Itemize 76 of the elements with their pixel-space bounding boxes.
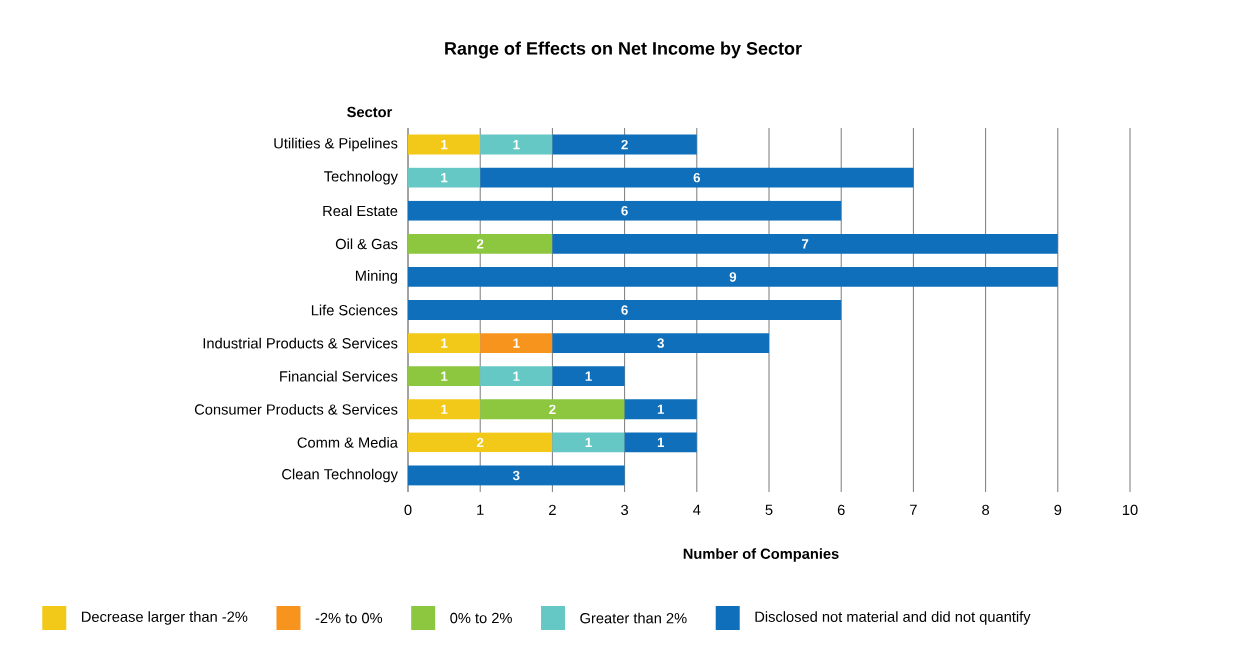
y-tick-label: Mining	[355, 270, 398, 284]
data-label: 1	[585, 371, 592, 381]
bar	[408, 432, 553, 453]
data-label: 6	[693, 172, 701, 183]
x-tick-label: 7	[910, 504, 917, 515]
y-tick-label: Utilities & Pipelines	[274, 137, 398, 152]
legend-label: Greater than 2%	[580, 612, 687, 624]
x-tick-label: 3	[621, 504, 629, 516]
bar	[552, 134, 697, 155]
data-label: 1	[585, 437, 592, 447]
x-tick-label: 8	[982, 504, 990, 516]
bar	[408, 399, 481, 420]
legend-label: Decrease larger than -2%	[82, 611, 248, 625]
x-tick-label: 1	[477, 504, 484, 515]
bar	[480, 333, 553, 354]
x-tick-label: 5	[765, 504, 773, 515]
y-tick-label: Life Sciences	[311, 304, 398, 316]
data-label: 2	[549, 404, 556, 414]
data-label: 1	[441, 404, 448, 414]
bar	[408, 333, 481, 354]
data-label: 2	[476, 239, 484, 249]
x-tick-label: 6	[837, 504, 845, 516]
y-tick-label: Clean Technology	[282, 468, 398, 483]
bar	[480, 366, 553, 387]
bar	[408, 200, 842, 221]
y-axis-title: Sector	[347, 106, 393, 118]
data-label: 6	[621, 206, 628, 216]
data-label: 1	[441, 173, 448, 183]
y-tick-label: Technology	[324, 170, 398, 185]
x-axis-title: Number of Companies	[683, 548, 839, 562]
y-tick-label: Comm & Media	[297, 436, 398, 448]
data-label: 1	[513, 338, 520, 348]
y-tick-label: Financial Services	[280, 370, 398, 382]
data-label: 1	[441, 139, 448, 150]
bar	[624, 399, 697, 420]
data-label: 1	[657, 404, 665, 414]
bar	[552, 366, 625, 387]
data-label: 9	[729, 272, 737, 282]
bar	[408, 266, 1058, 287]
bar	[408, 167, 481, 188]
legend-label: 0% to 2%	[450, 612, 512, 624]
bar	[480, 167, 914, 188]
data-label: 2	[476, 437, 484, 448]
legend-label: Disclosed not material and did not quantify	[755, 611, 1031, 625]
data-label: 6	[621, 305, 628, 315]
bar	[624, 432, 697, 453]
data-label: 1	[513, 139, 520, 150]
x-tick-label: 10	[1122, 504, 1138, 516]
data-label: 7	[801, 239, 809, 249]
data-label: 1	[441, 338, 448, 348]
y-tick-label: Oil & Gas	[335, 238, 398, 250]
y-tick-label: Industrial Products & Services	[203, 337, 398, 349]
data-label: 2	[621, 139, 628, 150]
bar	[552, 233, 1058, 254]
y-tick-label: Real Estate	[323, 205, 398, 217]
data-label: 3	[657, 338, 664, 348]
bar	[480, 399, 625, 420]
bar	[408, 465, 625, 486]
bar	[408, 233, 553, 254]
data-label: 3	[512, 470, 520, 481]
bar	[480, 134, 553, 155]
bar	[408, 300, 842, 320]
data-label: 1	[441, 371, 448, 381]
x-tick-label: 4	[693, 504, 701, 515]
data-label: 1	[513, 371, 520, 381]
x-tick-label: 9	[1054, 504, 1062, 516]
chart-title: Range of Effects on Net Income by Sector	[445, 41, 802, 59]
bar	[408, 366, 481, 387]
data-label: 1	[657, 437, 665, 447]
legend-label: -2% to 0%	[315, 612, 383, 624]
x-tick-label: 2	[549, 504, 556, 515]
y-tick-label: Consumer Products & Services	[194, 403, 398, 415]
bar	[408, 134, 481, 155]
bar	[552, 333, 770, 354]
bar	[552, 432, 625, 453]
x-tick-label: 0	[404, 504, 412, 516]
